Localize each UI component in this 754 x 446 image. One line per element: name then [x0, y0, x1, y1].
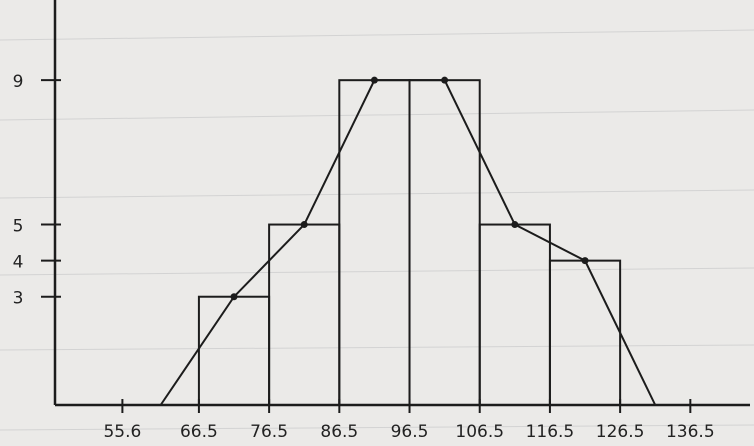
chart: 3 4 5 9 55.6 66.5 76.5 86.5 96.5 106.5 116.5 126.5 1…: [0, 0, 754, 446]
polygon-point: [231, 293, 238, 300]
y-tick-label: 4: [13, 253, 24, 273]
y-tick-label: 9: [13, 72, 24, 92]
polygon-point: [301, 221, 308, 228]
x-tick-label: 126.5: [596, 422, 645, 442]
x-tick-label: 66.5: [180, 422, 218, 442]
x-tick-label: 106.5: [455, 422, 504, 442]
x-tick-label: 136.5: [666, 422, 715, 442]
x-tick-label: 76.5: [250, 422, 288, 442]
polygon-point: [511, 221, 518, 228]
polygon-point: [371, 77, 378, 84]
y-tick-label: 5: [13, 217, 24, 237]
x-tick-label: 96.5: [391, 422, 429, 442]
x-tick-label: 55.6: [103, 422, 141, 442]
polygon-point: [441, 77, 448, 84]
y-tick-label: 3: [13, 289, 24, 309]
polygon-point: [582, 257, 589, 264]
x-tick-label: 86.5: [320, 422, 358, 442]
x-tick-label: 116.5: [526, 422, 575, 442]
paper: [0, 0, 754, 446]
